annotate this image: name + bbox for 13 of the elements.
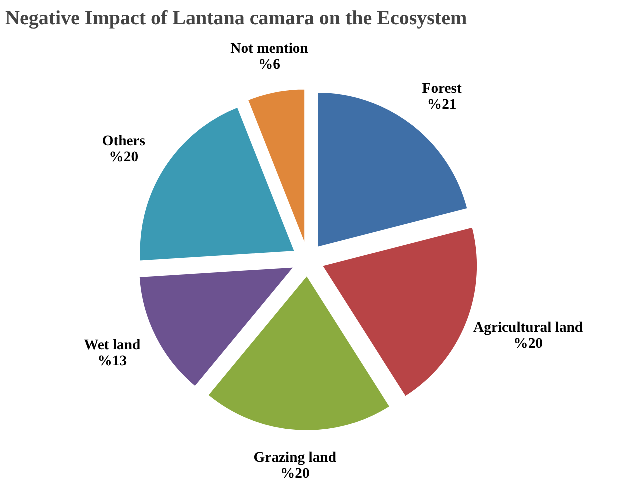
data-label: %6 bbox=[258, 57, 280, 74]
data-label: %20 bbox=[514, 336, 543, 352]
slice-label: Others bbox=[102, 133, 146, 150]
slice-label: Not mention bbox=[230, 41, 308, 58]
slice-label: Grazing land bbox=[254, 450, 336, 466]
chart-title: Negative Impact of Lantana camara on the Ecosystem bbox=[6, 8, 468, 30]
data-label: %21 bbox=[427, 96, 457, 113]
slice-label: Wet land bbox=[84, 338, 141, 354]
slice-label: Forest bbox=[422, 80, 462, 97]
data-label: %13 bbox=[98, 354, 128, 370]
slice-label: Agricultural land bbox=[474, 320, 584, 336]
data-label: %20 bbox=[280, 466, 310, 482]
data-label: %20 bbox=[109, 149, 139, 166]
